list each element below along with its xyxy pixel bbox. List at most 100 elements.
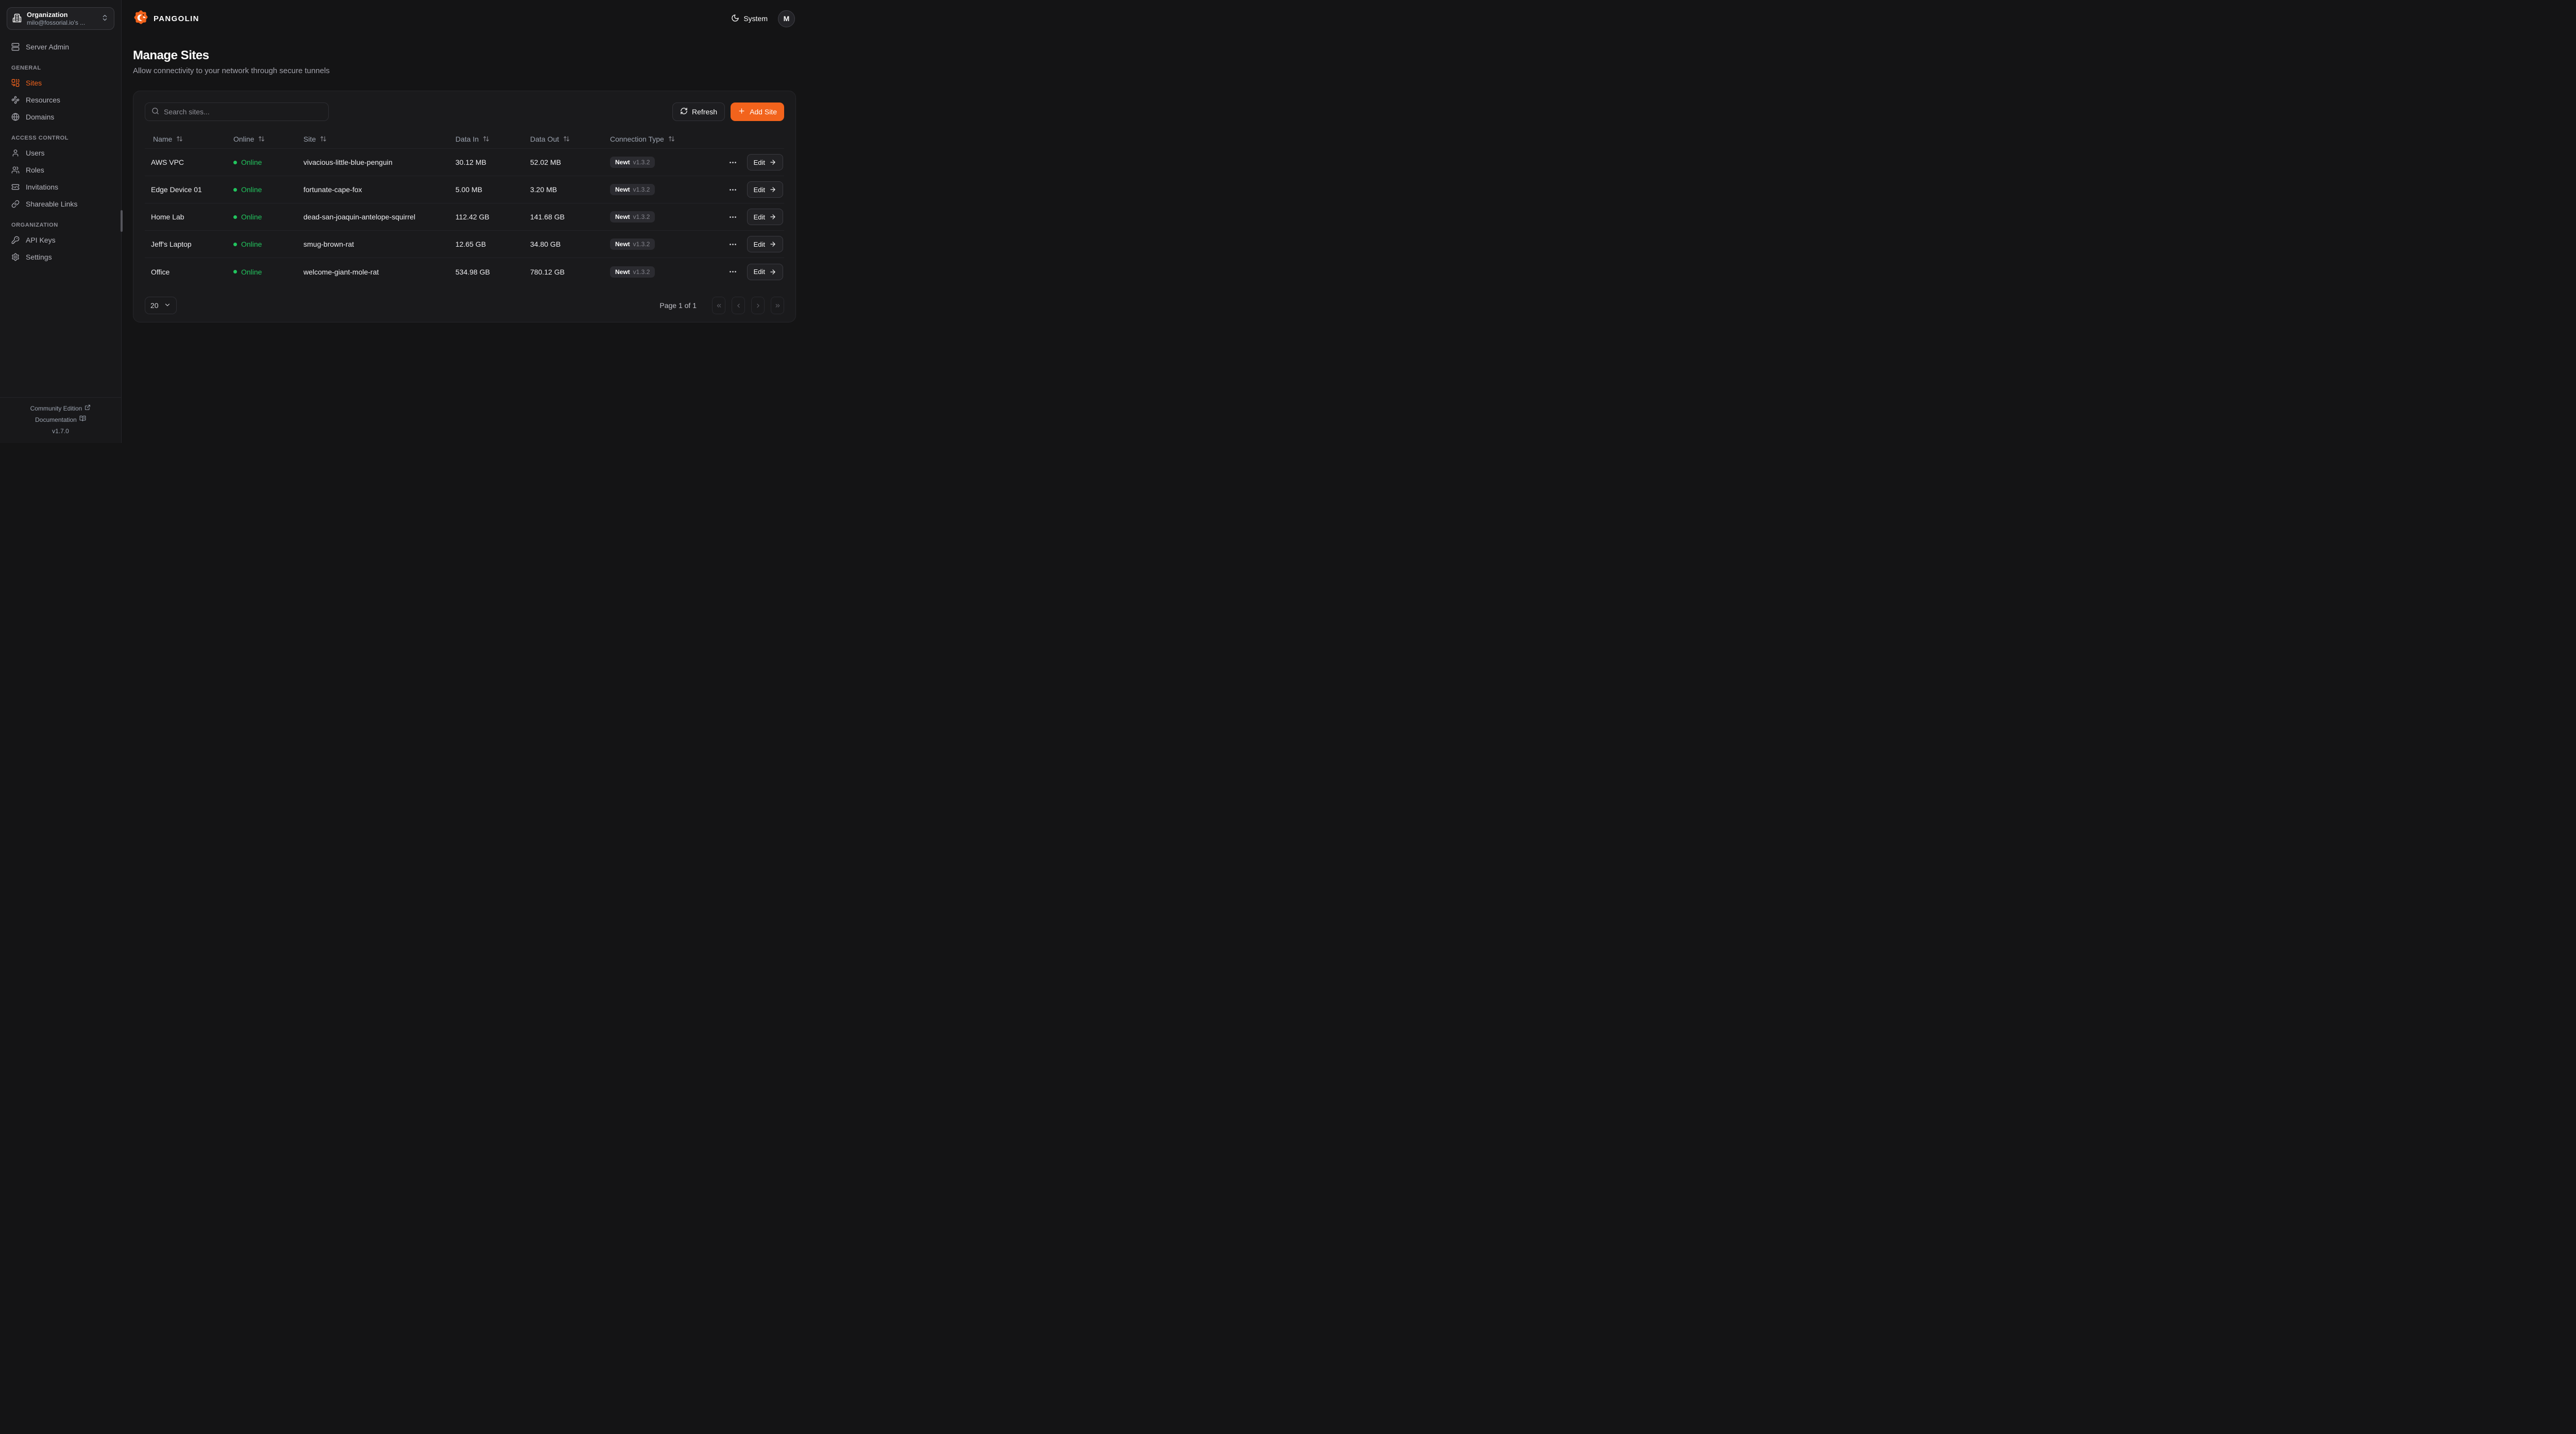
connection-type-name: Newt xyxy=(615,268,630,276)
org-selector-value: milo@fossorial.io's ... xyxy=(27,19,86,26)
chevrons-up-down-icon xyxy=(101,14,109,23)
row-menu-button[interactable] xyxy=(727,266,738,277)
connection-type-cell: Newt v1.3.2 xyxy=(604,184,722,195)
table-row: Office Online welcome-giant-mole-rat 534.98… xyxy=(145,258,784,285)
page-title: Manage Sites xyxy=(133,48,209,62)
sidebar-footer: Community Edition Documentation v1.7.0 xyxy=(0,397,121,443)
pagination: 20 Page 1 of 1 xyxy=(145,297,784,314)
page-size-select[interactable]: 20 xyxy=(145,297,177,314)
arrow-up-down-icon xyxy=(564,136,569,142)
link-icon xyxy=(11,200,20,208)
table-row: Home Lab Online dead-san-joaquin-antelope-… xyxy=(145,203,784,231)
sidebar-item-api-keys[interactable]: API Keys xyxy=(7,232,114,248)
online-label: Online xyxy=(241,240,262,248)
sidebar-item-roles[interactable]: Roles xyxy=(7,162,114,178)
user-icon xyxy=(12,149,19,157)
pagination-first-button[interactable] xyxy=(712,297,725,314)
community-edition-link[interactable]: Community Edition xyxy=(30,403,91,414)
theme-toggle[interactable]: System xyxy=(731,14,768,24)
connection-type-name: Newt xyxy=(615,159,630,166)
online-dot xyxy=(233,242,237,246)
ellipsis-icon xyxy=(729,271,736,272)
column-header-connection-type[interactable]: Connection Type xyxy=(604,135,722,143)
edit-label: Edit xyxy=(753,185,765,194)
arrow-right-icon xyxy=(770,269,775,275)
sidebar-item-users[interactable]: Users xyxy=(7,145,114,161)
online-dot xyxy=(233,270,237,274)
column-header-site[interactable]: Site xyxy=(297,135,449,143)
sidebar-item-sites[interactable]: Sites xyxy=(7,75,114,91)
users-icon xyxy=(11,166,20,174)
brand-home-link[interactable]: PANGOLIN xyxy=(133,10,199,27)
arrow-right-icon xyxy=(770,242,775,247)
refresh-button[interactable]: Refresh xyxy=(672,103,725,121)
site-id-cell: welcome-giant-mole-rat xyxy=(303,267,379,276)
add-site-button[interactable]: Add Site xyxy=(731,103,784,121)
row-menu-button[interactable] xyxy=(727,239,738,250)
connection-type-badge: Newt v1.3.2 xyxy=(610,184,655,195)
moon-icon xyxy=(731,14,739,24)
arrow-up-down-icon xyxy=(320,136,327,142)
org-selector[interactable]: Organization milo@fossorial.io's ... xyxy=(7,7,114,30)
page-info: Page 1 of 1 xyxy=(659,301,697,310)
edit-button[interactable]: Edit xyxy=(747,263,783,280)
avatar[interactable]: M xyxy=(778,10,795,27)
edit-label: Edit xyxy=(753,213,765,221)
data-out-cell: 52.02 MB xyxy=(530,158,561,166)
pagination-next-button[interactable] xyxy=(751,297,765,314)
page-subtitle: Allow connectivity to your network throu… xyxy=(133,66,330,75)
search-box xyxy=(145,103,329,121)
pagination-prev-button[interactable] xyxy=(732,297,745,314)
server-icon xyxy=(11,43,20,51)
sidebar-item-invitations[interactable]: Invitations xyxy=(7,179,114,195)
add-site-label: Add Site xyxy=(750,108,777,116)
sidebar-item-server-admin[interactable]: Server Admin xyxy=(7,39,114,55)
search-input[interactable] xyxy=(164,108,322,116)
sidebar-item-label: Invitations xyxy=(26,183,59,191)
column-label: Connection Type xyxy=(610,134,664,143)
edit-button[interactable]: Edit xyxy=(747,236,783,252)
row-menu-button[interactable] xyxy=(727,157,738,168)
sidebar-item-settings[interactable]: Settings xyxy=(7,249,114,265)
column-label: Online xyxy=(233,134,255,143)
sidebar-item-shareable-links[interactable]: Shareable Links xyxy=(7,196,114,212)
column-header-name[interactable]: Name xyxy=(145,135,227,143)
site-name-cell: AWS VPC xyxy=(151,158,184,166)
row-menu-button[interactable] xyxy=(727,184,738,195)
pangolin-logo-icon xyxy=(133,10,149,27)
sidebar-item-resources[interactable]: Resources xyxy=(7,92,114,108)
connection-type-badge: Newt v1.3.2 xyxy=(610,238,655,250)
sites-toolbar: Refresh Add Site xyxy=(145,103,784,121)
chevron-right-icon xyxy=(756,303,759,308)
version-label: v1.7.0 xyxy=(52,428,69,435)
column-header-data-in[interactable]: Data In xyxy=(449,135,524,143)
pagination-last-button[interactable] xyxy=(771,297,784,314)
ellipsis-icon xyxy=(729,161,736,163)
sidebar-resize-handle[interactable] xyxy=(121,210,123,232)
plus-icon xyxy=(738,107,745,116)
documentation-link[interactable]: Documentation xyxy=(35,414,86,425)
table-row: Edge Device 01 Online fortunate-cape-fox 5.… xyxy=(145,176,784,203)
connection-type-cell: Newt v1.3.2 xyxy=(604,157,722,168)
edit-button[interactable]: Edit xyxy=(747,209,783,225)
table-header-row: Name Online Site Data In Data Out Connection … xyxy=(145,129,784,149)
arrow-up-down-icon xyxy=(668,136,674,142)
sidebar-item-domains[interactable]: Domains xyxy=(7,109,114,125)
connection-type-version: v1.3.2 xyxy=(633,159,650,166)
edit-button[interactable]: Edit xyxy=(747,154,783,170)
plus-icon xyxy=(739,108,744,114)
refresh-label: Refresh xyxy=(692,108,718,116)
connection-type-badge: Newt v1.3.2 xyxy=(610,211,655,223)
arrow-right-icon xyxy=(770,187,775,192)
edit-button[interactable]: Edit xyxy=(747,181,783,198)
connection-type-badge: Newt v1.3.2 xyxy=(610,266,655,278)
row-menu-button[interactable] xyxy=(727,212,738,223)
online-dot xyxy=(233,215,237,219)
waypoints-icon xyxy=(11,96,20,104)
online-label: Online xyxy=(241,267,262,276)
sidebar-item-label: Shareable Links xyxy=(26,200,78,208)
connection-type-name: Newt xyxy=(615,186,630,193)
online-status-cell: Online xyxy=(227,158,297,166)
column-header-online[interactable]: Online xyxy=(227,135,297,143)
column-header-data-out[interactable]: Data Out xyxy=(524,135,604,143)
